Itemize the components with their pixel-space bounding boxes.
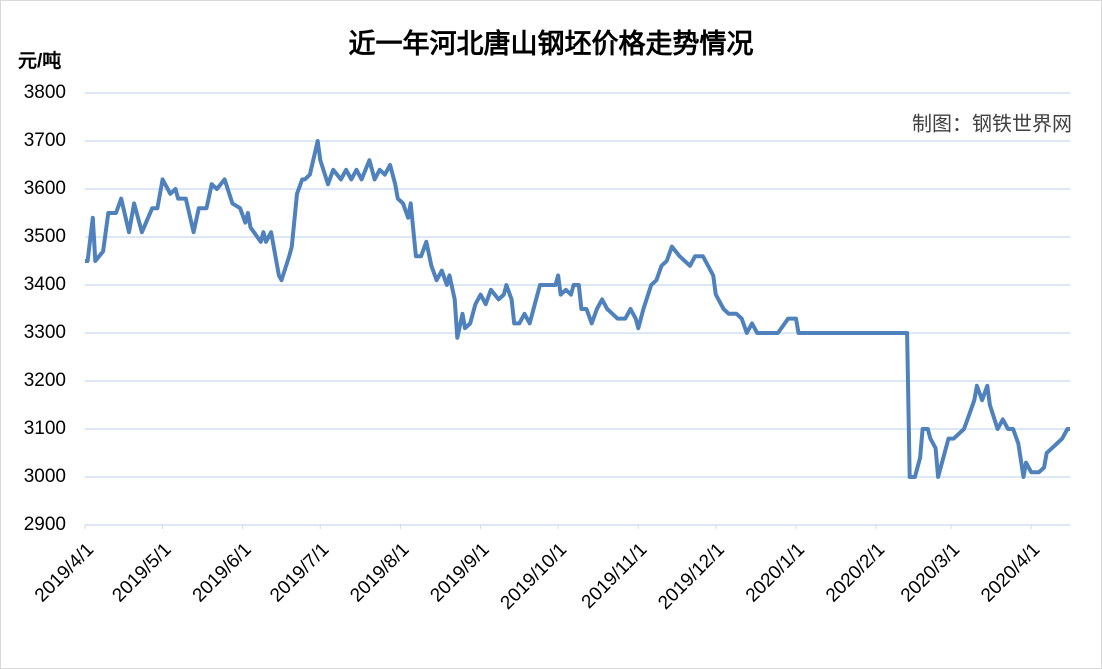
y-tick-label: 3000	[24, 466, 66, 487]
chart-title: 近一年河北唐山钢坯价格走势情况	[349, 28, 754, 59]
y-tick-label: 3500	[24, 226, 66, 247]
y-tick-label: 3600	[24, 178, 66, 199]
y-tick-label: 3400	[24, 274, 66, 295]
y-tick-label: 2900	[24, 514, 66, 535]
y-tick-label: 3800	[24, 82, 66, 103]
y-tick-label: 3200	[24, 370, 66, 391]
y-axis-label: 元/吨	[18, 49, 61, 72]
source-note: 制图：钢铁世界网	[912, 112, 1072, 135]
y-tick-label: 3300	[24, 322, 66, 343]
price-line	[85, 139, 1070, 479]
y-tick-label: 3100	[24, 418, 66, 439]
y-tick-label: 3700	[24, 130, 66, 151]
